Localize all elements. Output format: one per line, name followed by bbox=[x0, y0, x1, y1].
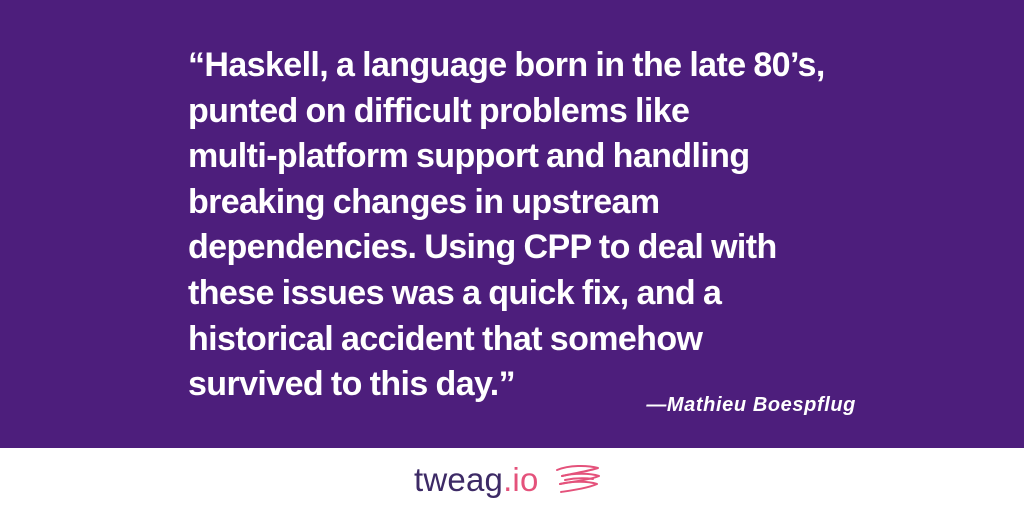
brand-word: tweag bbox=[414, 461, 504, 498]
quote-line: dependencies. Using CPP to deal with bbox=[188, 228, 777, 267]
quote-line: historical accident that somehow bbox=[188, 319, 703, 358]
quote-line: multi-platform support and handling bbox=[188, 137, 750, 176]
quote-panel: “Haskell, a language born in the late 80… bbox=[0, 0, 1024, 448]
quote-line: “Haskell, a language born in the late 80… bbox=[188, 46, 825, 84]
quote-line: breaking changes in upstream bbox=[188, 182, 660, 221]
brand-tld: .io bbox=[503, 461, 539, 498]
brand[interactable]: tweag.io bbox=[414, 456, 603, 504]
quote-line: survived to this day.” bbox=[188, 365, 516, 404]
quote-line: punted on difficult problems like bbox=[188, 91, 690, 130]
footer: tweag.io bbox=[0, 448, 1024, 512]
brand-name: tweag.io bbox=[414, 461, 539, 499]
quote-attribution: —Mathieu Boespflug bbox=[646, 394, 856, 416]
quote-line: these issues was a quick fix, and a bbox=[188, 273, 722, 312]
quote-text: “Haskell, a language born in the late 80… bbox=[188, 43, 908, 408]
tweag-swirl-logo-icon bbox=[555, 464, 600, 493]
